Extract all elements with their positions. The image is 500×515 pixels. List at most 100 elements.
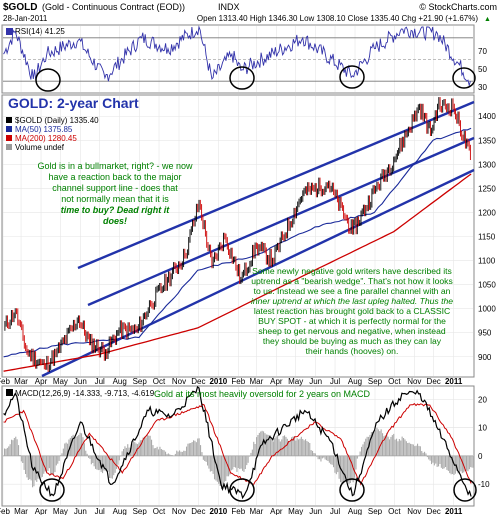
ma200-series	[3, 173, 472, 372]
macd-histogram-bar	[135, 443, 137, 456]
macd-histogram-bar	[123, 449, 125, 456]
macd-histogram-bar	[11, 439, 13, 456]
macd-histogram-bar	[401, 436, 403, 456]
macd-tick-label: -10	[478, 480, 490, 489]
macd-histogram-bar	[464, 455, 466, 472]
macd-histogram-bar	[460, 455, 462, 472]
macd-histogram-bar	[74, 436, 76, 456]
month-tick-label: Oct	[388, 507, 401, 515]
brand-watermark: © StockCharts.com	[419, 2, 497, 12]
macd-histogram-bar	[334, 455, 336, 473]
macd-histogram-bar	[342, 455, 344, 483]
month-tick-label: Jul	[330, 507, 340, 515]
macd-histogram-bar	[36, 455, 38, 482]
month-tick-label: 2010	[209, 507, 227, 515]
rsi-tick-label: 50	[478, 65, 487, 74]
macd-histogram-bar	[6, 447, 8, 456]
macd-histogram-bar	[369, 434, 371, 456]
macd-histogram-bar	[5, 448, 7, 456]
macd-circle-marker	[39, 478, 65, 502]
annotation-line: have a reaction back to the major	[48, 172, 181, 182]
price-legend: $GOLD (Daily) 1335.40 MA(50) 1375.85 MA(…	[6, 116, 99, 152]
macd-histogram-bar	[433, 455, 435, 466]
macd-histogram-bar	[405, 441, 407, 456]
macd-histogram-bar	[292, 436, 294, 456]
macd-histogram-bar	[229, 455, 231, 475]
rsi-circle-marker	[229, 66, 255, 90]
legend-ma50: MA(50) 1375.85	[15, 125, 73, 134]
macd-histogram-bar	[349, 455, 351, 483]
month-tick-label: 2010	[209, 377, 227, 386]
macd-histogram-bar	[422, 452, 424, 456]
macd-histogram-bar	[23, 455, 25, 470]
macd-histogram-bar	[90, 455, 92, 465]
annotation-line: channel support line - does that	[52, 183, 178, 193]
price-panel-title: GOLD: 2-year Chart	[8, 95, 139, 111]
macd-histogram-bar	[295, 440, 297, 456]
macd-histogram-bar	[202, 455, 204, 460]
month-tick-label: May	[53, 507, 68, 515]
macd-histogram-bar	[165, 451, 167, 456]
macd-histogram-bar	[337, 455, 339, 473]
macd-histogram-bar	[449, 455, 451, 474]
macd-histogram-bar	[426, 455, 428, 458]
macd-histogram-bar	[309, 443, 311, 456]
macd-histogram-bar	[366, 436, 368, 456]
macd-histogram-bar	[316, 455, 318, 457]
month-tick-label: Feb	[231, 377, 245, 386]
month-tick-label: Jul	[330, 377, 340, 386]
macd-histogram-bar	[107, 455, 109, 472]
macd-histogram-bar	[113, 455, 115, 476]
annotation-line: their hands (hooves) on.	[306, 346, 399, 356]
macd-histogram-bar	[291, 437, 293, 456]
macd-histogram-bar	[191, 442, 193, 456]
macd-histogram-bar	[387, 436, 389, 456]
macd-histogram-bar	[209, 455, 211, 472]
rsi-circle-marker	[35, 68, 61, 92]
macd-histogram-bar	[232, 455, 234, 470]
macd-histogram-bar	[379, 431, 381, 456]
macd-histogram-bar	[235, 455, 237, 468]
macd-histogram-bar	[132, 440, 134, 456]
annotation-line: latest reaction has brought gold back to…	[254, 306, 450, 316]
macd-histogram-bar	[327, 455, 329, 461]
macd-histogram-bar	[149, 435, 151, 456]
macd-histogram-bar	[208, 455, 210, 469]
rsi-axis: 70 50 30	[478, 47, 487, 92]
macd-histogram-bar	[99, 455, 101, 470]
macd-histogram-bar	[54, 455, 56, 473]
macd-histogram-bar	[82, 437, 84, 456]
macd-histogram-bar	[104, 455, 106, 471]
macd-histogram-bar	[195, 442, 197, 456]
macd-histogram-bar	[317, 455, 319, 460]
macd-histogram-bar	[162, 449, 164, 456]
macd-histogram-bar	[298, 439, 300, 456]
macd-histogram-bar	[289, 441, 291, 456]
macd-histogram-bar	[67, 443, 69, 456]
month-tick-label: Aug	[113, 507, 127, 515]
macd-histogram-bar	[470, 455, 472, 468]
macd-histogram-bar	[447, 455, 449, 471]
macd-histogram-bar	[263, 431, 265, 456]
month-tick-label: Dec	[191, 377, 205, 386]
macd-histogram-bar	[142, 437, 144, 456]
legend-swatch-ma50	[6, 126, 12, 132]
month-tick-label: Oct	[153, 377, 166, 386]
macd-histogram-bar	[204, 455, 206, 461]
macd-histogram-bar	[156, 446, 158, 456]
macd-histogram-bar	[305, 439, 307, 456]
annotation-line: time to buy? Dead right it	[61, 205, 171, 215]
macd-histogram-bar	[4, 448, 6, 456]
macd-histogram-bar	[333, 455, 335, 468]
macd-histogram-bar	[345, 455, 347, 482]
macd-histogram-bar	[106, 455, 108, 471]
macd-histogram-bar	[62, 448, 64, 456]
macd-histogram-bar	[243, 455, 245, 472]
legend-volume: Volume undef	[15, 143, 65, 152]
macd-histogram-bar	[285, 436, 287, 456]
macd-histogram-bar	[219, 455, 221, 486]
macd-histogram-bar	[258, 432, 260, 456]
macd-circle-marker	[339, 478, 365, 502]
macd-series	[3, 386, 472, 500]
macd-histogram-bar	[348, 455, 350, 485]
